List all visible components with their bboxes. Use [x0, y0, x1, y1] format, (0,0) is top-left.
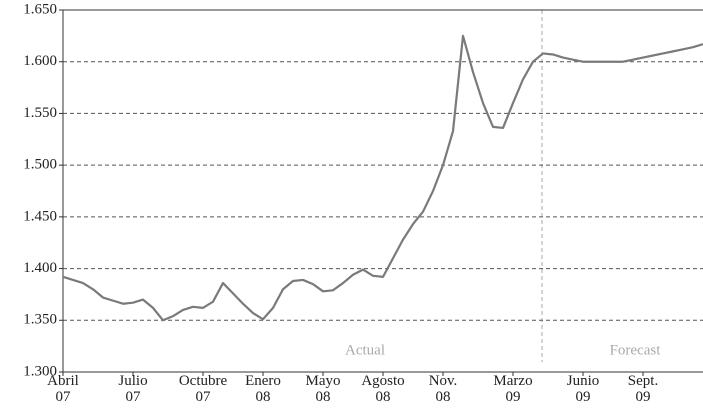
x-tick-label: Sept. 09 [627, 373, 659, 405]
x-tick-label: Julio 07 [118, 373, 148, 405]
y-tick-label: 1.350 [23, 312, 57, 328]
x-tick-label: Octubre 07 [178, 373, 228, 405]
annotation: Actual [345, 342, 385, 358]
x-tick-label: Enero 08 [245, 373, 281, 405]
y-tick-label: 1.400 [23, 260, 57, 276]
x-tick-label: Agosto 08 [361, 373, 405, 405]
x-tick-label: Junio 09 [566, 373, 600, 405]
annotation: Forecast [610, 342, 662, 358]
y-tick-label: 1.500 [23, 157, 57, 173]
data-line [62, 34, 703, 322]
x-tick-label: Marzo 09 [493, 373, 533, 405]
y-tick-label: 1.600 [23, 53, 57, 69]
y-tick-label: 1.450 [23, 208, 57, 224]
x-tick-label: Abril 07 [47, 373, 79, 405]
y-tick-label: 1.550 [23, 105, 57, 121]
y-tick-label: 1.650 [23, 1, 57, 17]
x-tick-label: Mayo 08 [305, 373, 341, 405]
y-tick-label: 1.300 [23, 363, 57, 379]
x-tick-label: Nov. 08 [428, 373, 458, 405]
